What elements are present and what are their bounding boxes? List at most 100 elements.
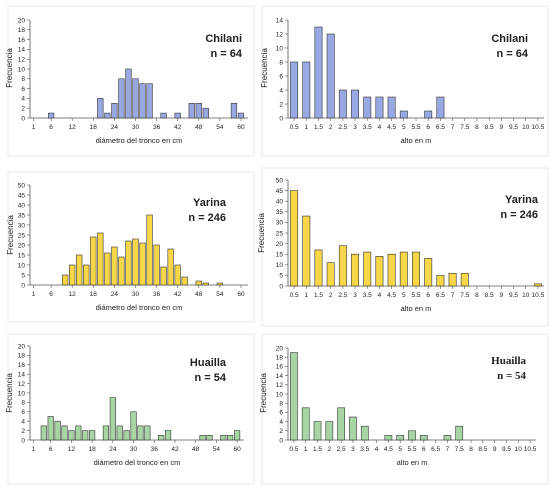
panel-sample-size: n = 54 [195, 372, 227, 384]
x-tick-label: 1.5 [313, 446, 322, 453]
y-axis-label: Frecuencia [260, 48, 269, 88]
bar [111, 103, 118, 119]
x-tick-label: 7 [451, 124, 455, 131]
bar [158, 434, 165, 441]
bar [302, 215, 311, 287]
chart-yarina-alto: 0 5 10 15 20 25 30 35 40 45 50 0.5 1 1.5 2 2.5 3 3.5 4 4.5 5… [257, 167, 549, 327]
bar [118, 78, 125, 119]
y-tick-label: 5 [21, 272, 25, 279]
x-tick-label: 0.5 [290, 124, 299, 131]
bar [61, 425, 68, 441]
chart-yarina-diametro: 0 5 10 15 20 25 30 35 40 45 50 1 6 12 18 24 30 36 42 48 54 60… [6, 171, 255, 323]
bar [448, 272, 457, 287]
y-tick-label: 2 [21, 428, 25, 435]
x-tick-label: 3 [353, 292, 357, 299]
x-tick-label: 24 [111, 124, 119, 131]
x-tick-label: 3.5 [360, 446, 369, 453]
x-tick-label: 10 [515, 446, 523, 453]
bar [234, 430, 241, 441]
x-tick-label: 10.5 [532, 124, 545, 131]
panel-title: Chilani [205, 33, 242, 45]
x-tick-label: 36 [151, 446, 159, 453]
x-tick-label: 1.5 [314, 292, 323, 299]
bar [387, 96, 396, 119]
y-tick-label: 4 [279, 419, 283, 426]
bar [412, 251, 420, 287]
y-tick-label: 0 [279, 115, 283, 122]
bar [195, 280, 202, 286]
x-tick-label: 6 [422, 446, 426, 453]
y-tick-label: 20 [276, 241, 284, 248]
y-tick-label: 45 [276, 188, 284, 195]
bar [375, 96, 384, 119]
y-tick-label: 4 [21, 96, 25, 103]
y-tick-label: 35 [276, 209, 284, 216]
bar [97, 232, 104, 286]
bar [237, 112, 245, 119]
x-tick-label: 36 [153, 291, 161, 298]
y-tick-label: 4 [21, 419, 25, 426]
x-tick-label: 9 [493, 446, 497, 453]
bar [396, 435, 405, 441]
x-tick-label: 6.5 [431, 446, 440, 453]
x-tick-label: 9.5 [502, 446, 511, 453]
x-tick-label: 9 [500, 292, 504, 299]
y-tick-label: 14 [276, 373, 284, 380]
y-tick-label: 14 [276, 17, 284, 24]
chart-frame [7, 171, 255, 323]
panel-title: Chilani [491, 33, 528, 45]
x-tick-label: 6 [49, 446, 53, 453]
x-tick-label: 18 [90, 291, 98, 298]
bar [123, 430, 130, 441]
bar [338, 89, 347, 119]
y-tick-label: 2 [279, 101, 283, 108]
x-tick-label: 2.5 [338, 292, 347, 299]
x-tick-label: 7.5 [455, 446, 464, 453]
y-tick-label: 5 [279, 273, 283, 280]
bar [40, 425, 47, 441]
bar [230, 103, 238, 119]
y-tick-label: 18 [18, 353, 26, 360]
y-tick-label: 15 [18, 252, 26, 259]
bar [220, 434, 227, 441]
panel-title: Yarina [505, 194, 539, 206]
bar [314, 249, 323, 287]
x-tick-label: 1 [304, 446, 308, 453]
y-tick-label: 8 [279, 401, 283, 408]
x-tick-label: 4 [375, 446, 379, 453]
bar [144, 425, 151, 441]
bar [146, 83, 153, 119]
bar [313, 421, 322, 441]
panel-sample-size: n = 246 [500, 209, 538, 221]
panel-sample-size: n = 54 [497, 370, 526, 382]
bar [375, 256, 384, 287]
x-axis-label: alto en m [397, 458, 428, 467]
x-tick-label: 3 [353, 124, 357, 131]
bar [338, 245, 347, 287]
y-tick-label: 12 [276, 31, 284, 38]
y-tick-label: 10 [276, 45, 284, 52]
y-tick-label: 30 [276, 220, 284, 227]
bar [314, 26, 323, 119]
x-tick-label: 10 [522, 292, 530, 299]
x-tick-label: 42 [174, 291, 182, 298]
x-axis-label: diámetro del tronco en cm [94, 458, 181, 467]
bar [76, 254, 83, 286]
x-tick-label: 2 [328, 446, 332, 453]
bar [387, 253, 396, 287]
bar [132, 78, 139, 119]
x-tick-label: 3.5 [363, 292, 372, 299]
bar [118, 256, 125, 286]
x-tick-label: 8.5 [478, 446, 487, 453]
x-tick-label: 54 [216, 291, 224, 298]
x-tick-label: 6.5 [436, 124, 445, 131]
chart-frame [7, 5, 255, 157]
x-tick-label: 10 [522, 124, 530, 131]
bar [125, 240, 132, 286]
chart-frame [7, 333, 255, 485]
bar [195, 103, 202, 119]
bar [75, 425, 82, 441]
bar [47, 112, 55, 119]
y-tick-label: 25 [276, 230, 284, 237]
x-axis-label: diámetro del tronco en cm [96, 136, 183, 145]
